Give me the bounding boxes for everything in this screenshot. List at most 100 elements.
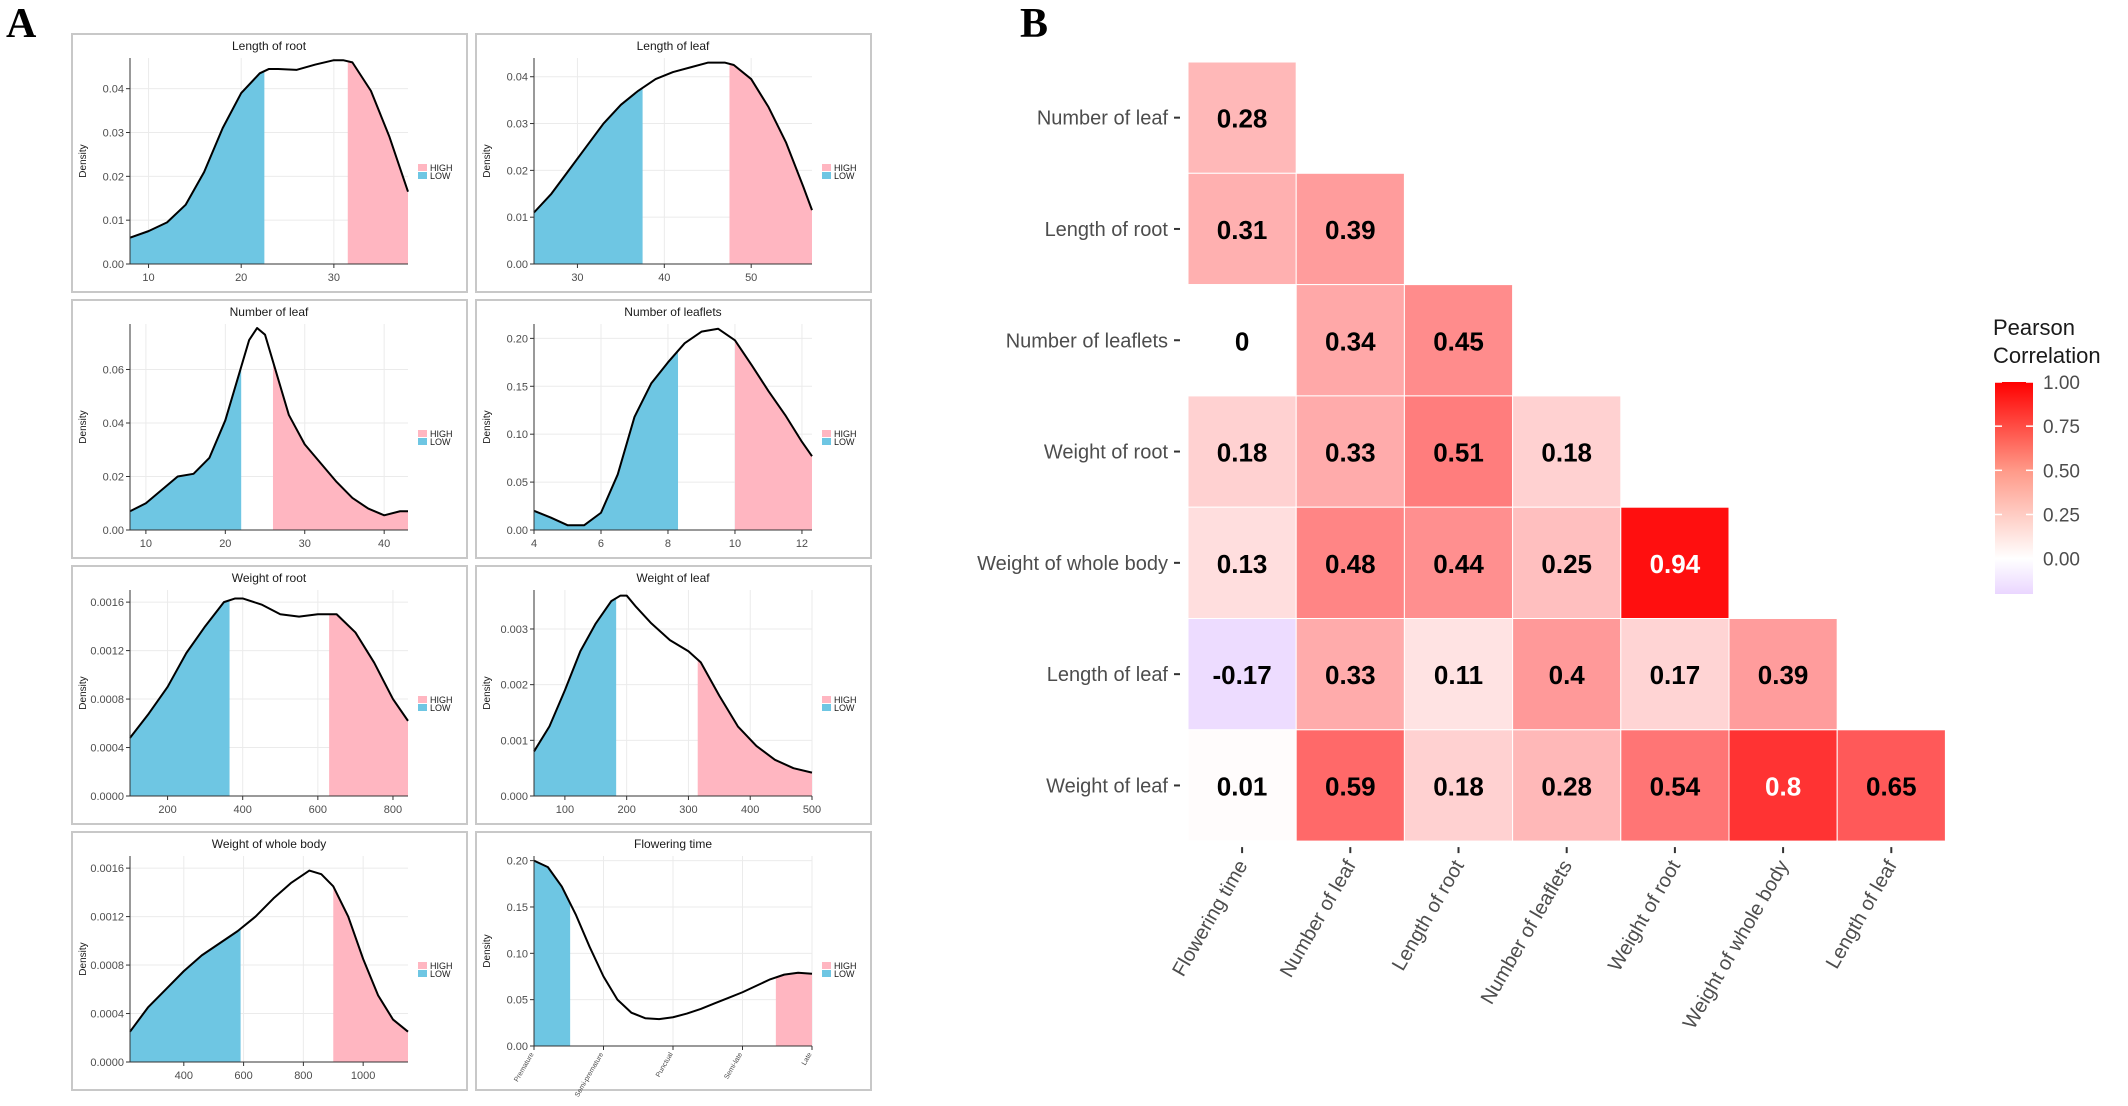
cell-value: 0.54 xyxy=(1650,771,1701,801)
legend-tick-label: 0.75 xyxy=(2043,417,2080,438)
low-area xyxy=(130,366,242,530)
cell-value: 0 xyxy=(1235,326,1249,356)
density-curve xyxy=(129,59,409,239)
low-area xyxy=(534,860,571,1046)
y-tick-label: 0.0016 xyxy=(90,597,124,609)
cell-value: 0.28 xyxy=(1541,771,1592,801)
density-subplot: Length of root 0.00 0.01 0.02 0.03 0.04 10 20 30… xyxy=(71,33,468,293)
x-tick-label: 4 xyxy=(531,538,537,550)
y-tick-label: 0.04 xyxy=(507,72,528,84)
legend-label-high: HIGH xyxy=(834,163,857,173)
y-tick-label: 0.01 xyxy=(103,215,124,227)
heatmap-cell xyxy=(1620,506,1730,620)
x-tick-label: 1000 xyxy=(351,1070,375,1082)
heatmap-cell xyxy=(1295,172,1405,286)
y-tick-label: 0.04 xyxy=(103,418,124,430)
heatmap-cell xyxy=(1187,618,1297,731)
y-tick-label: 0.00 xyxy=(507,525,528,537)
x-tick-label: 20 xyxy=(235,272,247,284)
legend-title-line2: Correlation xyxy=(1993,343,2101,368)
cell-value: 0.65 xyxy=(1866,771,1917,801)
density-curve xyxy=(129,597,409,739)
row-label: Number of leaflets xyxy=(1006,330,1168,352)
high-area xyxy=(347,61,408,265)
y-tick-label: 0.0004 xyxy=(90,743,124,755)
legend-label-high: HIGH xyxy=(430,961,453,971)
legend-title-line1: Pearson xyxy=(1993,315,2075,340)
y-tick-label: 0.03 xyxy=(507,119,528,131)
legend-label-low: LOW xyxy=(430,437,451,447)
subplot-title: Number of leaf xyxy=(230,305,309,319)
x-tick-label: 40 xyxy=(378,538,390,550)
legend-label-high: HIGH xyxy=(430,695,453,705)
density-subplot: Weight of root 0.0000 0.0004 0.0008 0.0012 0.… xyxy=(71,565,468,825)
density-subplot: Number of leaflets 0.00 0.05 0.10 0.15 0.20 4 6… xyxy=(475,299,872,559)
high-area xyxy=(775,972,812,1046)
cell-value: 0.4 xyxy=(1549,660,1586,690)
legend-swatch-low xyxy=(822,172,831,179)
high-area xyxy=(272,361,408,530)
legend-label-high: HIGH xyxy=(834,695,857,705)
y-tick-label: 0.10 xyxy=(507,429,528,441)
cell-value: 0.59 xyxy=(1325,771,1376,801)
heatmap-cell xyxy=(1187,61,1297,174)
cell-value: 0.25 xyxy=(1541,549,1592,579)
heatmap-cell xyxy=(1295,284,1405,397)
x-tick-label: 10 xyxy=(142,272,154,284)
cell-value: 0.01 xyxy=(1217,771,1268,801)
cell-value: 0.48 xyxy=(1325,549,1376,579)
cell-value: 0.33 xyxy=(1325,660,1376,690)
heatmap-cell xyxy=(1295,729,1405,842)
y-tick-label: 0.15 xyxy=(507,381,528,393)
density-panel: Length of root 0.00 0.01 0.02 0.03 0.04 10 20 30… xyxy=(71,33,872,1098)
y-tick-label: 0.0000 xyxy=(90,1057,124,1069)
column-label: Length of root xyxy=(1388,856,1469,974)
y-tick-label: 0.05 xyxy=(507,995,528,1007)
x-tick-label: 800 xyxy=(384,804,402,816)
cell-value: 0.44 xyxy=(1433,549,1484,579)
y-tick-label: 0.0012 xyxy=(90,646,124,658)
high-area xyxy=(729,63,812,265)
y-tick-label: 0.04 xyxy=(103,84,124,96)
subplot-title: Number of leaflets xyxy=(624,305,721,319)
y-tick-label: 0.00 xyxy=(507,1041,528,1053)
y-axis-title: Density xyxy=(78,676,89,709)
cell-value: 0.8 xyxy=(1765,771,1801,801)
legend-swatch-high xyxy=(822,962,831,969)
y-tick-label: 0.0012 xyxy=(90,912,124,924)
y-tick-label: 0.10 xyxy=(507,948,528,960)
column-label: Flowering time xyxy=(1168,857,1252,981)
row-label: Weight of root xyxy=(1044,442,1169,464)
x-tick-label: 500 xyxy=(803,804,821,816)
heatmap-cell xyxy=(1512,729,1622,842)
x-tick-label: 30 xyxy=(328,272,340,284)
heatmap-cell xyxy=(1295,506,1405,620)
legend-label-high: HIGH xyxy=(834,429,857,439)
y-tick-label: 0.20 xyxy=(507,856,528,868)
column-label: Weight of whole body xyxy=(1679,857,1793,1033)
x-tick-label: 600 xyxy=(309,804,327,816)
high-area xyxy=(697,659,812,796)
legend-label-low: LOW xyxy=(430,171,451,181)
x-tick-label: 600 xyxy=(234,1070,252,1082)
x-tick-label: 200 xyxy=(158,804,176,816)
cell-value: 0.31 xyxy=(1217,215,1268,245)
subplot-title: Weight of root xyxy=(232,571,307,585)
x-tick-label: 40 xyxy=(658,272,670,284)
low-area xyxy=(534,350,679,530)
legend-swatch-low xyxy=(822,704,831,711)
low-area xyxy=(534,87,643,264)
legend-colorbar xyxy=(1995,382,2033,594)
y-tick-label: 0.00 xyxy=(103,525,124,537)
x-tick-label: 100 xyxy=(556,804,574,816)
legend-swatch-low xyxy=(418,970,427,977)
y-tick-label: 0.06 xyxy=(103,364,124,376)
heatmap-cell xyxy=(1836,729,1946,842)
y-tick-label: 0.001 xyxy=(500,735,528,747)
column-label: Number of leaf xyxy=(1276,856,1361,981)
y-tick-label: 0.0000 xyxy=(90,791,124,803)
legend-swatch-high xyxy=(418,962,427,969)
y-axis-title: Density xyxy=(78,410,89,443)
cell-value: 0.17 xyxy=(1650,660,1701,690)
heatmap-cell xyxy=(1295,618,1405,731)
